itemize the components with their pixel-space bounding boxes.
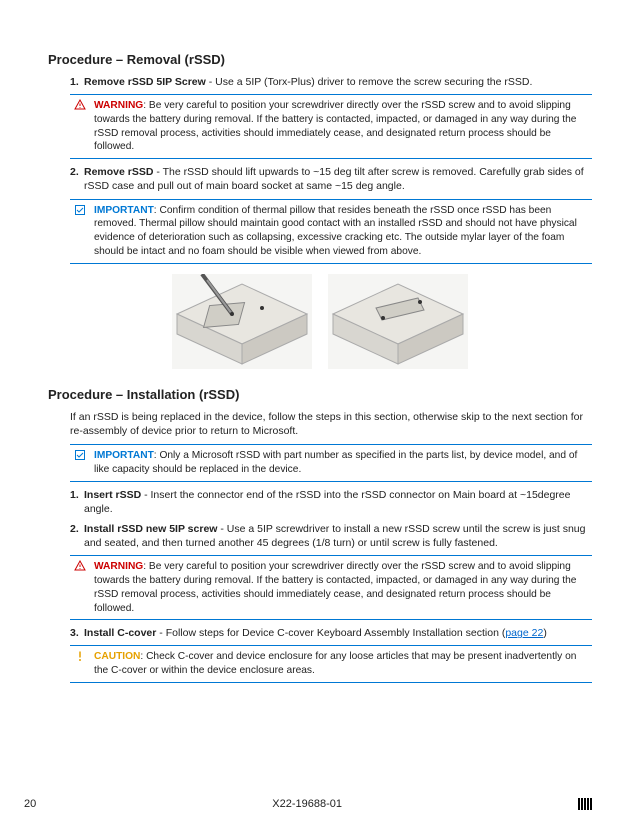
install-steps: 1. Insert rSSD - Insert the connector en… [70,488,592,551]
section-title-removal: Procedure – Removal (rSSD) [48,52,592,67]
install-step-2: 2. Install rSSD new 5IP screw - Use a 5I… [70,522,592,550]
callout-text: IMPORTANT: Confirm condition of thermal … [94,205,577,257]
install-intro: If an rSSD is being replaced in the devi… [70,410,592,438]
step-body: Install C-cover - Follow steps for Devic… [84,626,592,640]
step-body: Remove rSSD 5IP Screw - Use a 5IP (Torx-… [84,75,592,89]
illustration-row [48,274,592,369]
page-number: 20 [24,798,36,810]
important-text: : Confirm condition of thermal pillow th… [94,205,577,257]
important-icon [74,449,86,466]
page-content: Procedure – Removal (rSSD) 1. Remove rSS… [0,0,640,683]
important-box-install: IMPORTANT: Only a Microsoft rSSD with pa… [70,444,592,482]
step-number: 1. [70,75,84,89]
step-text: - Use a 5IP (Torx-Plus) driver to remove… [206,76,533,88]
caution-box: CAUTION: Check C-cover and device enclos… [70,645,592,683]
step-text: - Follow steps for Device C-cover Keyboa… [156,627,505,639]
removal-steps-2: 2. Remove rSSD - The rSSD should lift up… [70,165,592,193]
callout-text: IMPORTANT: Only a Microsoft rSSD with pa… [94,450,577,475]
important-text: : Only a Microsoft rSSD with part number… [94,450,577,475]
warning-label: WARNING [94,561,143,572]
step-body: Install rSSD new 5IP screw - Use a 5IP s… [84,522,592,550]
callout-text: CAUTION: Check C-cover and device enclos… [94,651,576,676]
step-text: - Insert the connector end of the rSSD i… [84,489,570,515]
caution-icon [74,650,86,667]
barcode-icon [578,798,592,810]
removal-step-1: 1. Remove rSSD 5IP Screw - Use a 5IP (To… [70,75,592,89]
warning-text: : Be very careful to position your screw… [94,561,576,613]
caution-label: CAUTION [94,651,140,662]
page-footer: 20 X22-19688-01 [0,798,640,810]
step-text-b: ) [543,627,547,639]
step-lead: Install rSSD new 5IP screw [84,523,217,535]
step-number: 2. [70,522,84,550]
page-link[interactable]: page 22 [505,627,543,639]
step-lead: Insert rSSD [84,489,141,501]
doc-number: X22-19688-01 [272,798,342,810]
removal-step-2: 2. Remove rSSD - The rSSD should lift up… [70,165,592,193]
section-title-install: Procedure – Installation (rSSD) [48,387,592,402]
removal-steps: 1. Remove rSSD 5IP Screw - Use a 5IP (To… [70,75,592,89]
warning-box-removal: WARNING: Be very careful to position you… [70,94,592,159]
install-steps-3: 3. Install C-cover - Follow steps for De… [70,626,592,640]
step-lead: Install C-cover [84,627,156,639]
step-number: 2. [70,165,84,193]
install-step-3: 3. Install C-cover - Follow steps for De… [70,626,592,640]
important-label: IMPORTANT [94,450,154,461]
step-lead: Remove rSSD [84,166,153,178]
install-step-1: 1. Insert rSSD - Insert the connector en… [70,488,592,516]
step-lead: Remove rSSD 5IP Screw [84,76,206,88]
warning-text: : Be very careful to position your screw… [94,100,576,152]
warning-icon [74,560,86,577]
illustration-2 [328,274,468,369]
callout-text: WARNING: Be very careful to position you… [94,561,576,613]
warning-label: WARNING [94,100,143,111]
important-icon [74,204,86,221]
important-box-removal: IMPORTANT: Confirm condition of thermal … [70,199,592,264]
step-number: 3. [70,626,84,640]
illustration-1 [172,274,312,369]
warning-box-install: WARNING: Be very careful to position you… [70,555,592,620]
step-body: Insert rSSD - Insert the connector end o… [84,488,592,516]
step-number: 1. [70,488,84,516]
callout-text: WARNING: Be very careful to position you… [94,100,576,152]
step-body: Remove rSSD - The rSSD should lift upwar… [84,165,592,193]
warning-icon [74,99,86,116]
step-text: - The rSSD should lift upwards to ~15 de… [84,166,584,192]
important-label: IMPORTANT [94,205,154,216]
caution-text: : Check C-cover and device enclosure for… [94,651,576,676]
